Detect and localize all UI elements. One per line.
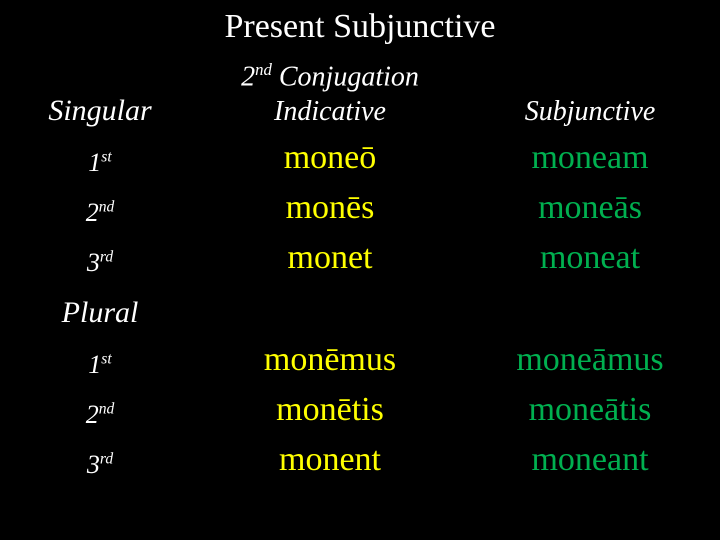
subjunctive-header: Subjunctive [460, 92, 720, 126]
pl3-subjunctive: moneant [460, 428, 720, 478]
gap-1a [0, 276, 200, 286]
conj-sup: nd [255, 60, 272, 79]
sg3-subjunctive: moneat [460, 226, 720, 276]
pl1-subjunctive: moneāmus [460, 328, 720, 378]
gap-2c [460, 286, 720, 328]
p3b-num: 3 [87, 450, 100, 479]
gap-1b [200, 276, 460, 286]
sg2-subjunctive: moneās [460, 176, 720, 226]
conj-tail: Conjugation [272, 62, 419, 93]
p3b-sup: rd [100, 450, 113, 467]
person-pl-3: 3rd [0, 428, 200, 478]
pl2-indicative: monētis [200, 378, 460, 428]
p2-num: 2 [86, 198, 99, 227]
person-sg-3: 3rd [0, 226, 200, 276]
p2-sup: nd [99, 198, 115, 215]
person-sg-1: 1st [0, 126, 200, 176]
p1b-sup: st [101, 350, 111, 367]
pl2-subjunctive: moneātis [460, 378, 720, 428]
empty-subj-top [460, 52, 720, 92]
empty-person-header [0, 52, 200, 92]
sg2-indicative: monēs [200, 176, 460, 226]
sg3-indicative: monet [200, 226, 460, 276]
indicative-header: Indicative [200, 92, 460, 126]
sg1-subjunctive: moneam [460, 126, 720, 176]
p1-num: 1 [88, 148, 101, 177]
page-title: Present Subjunctive [0, 0, 720, 52]
slide: Present Subjunctive 2nd Conjugation Sing… [0, 0, 720, 540]
pl3-indicative: monent [200, 428, 460, 478]
sg1-indicative: moneō [200, 126, 460, 176]
pl1-indicative: monēmus [200, 328, 460, 378]
plural-label: Plural [0, 286, 200, 328]
p1-sup: st [101, 148, 111, 165]
p1b-num: 1 [88, 350, 101, 379]
conjugation-header: 2nd Conjugation [200, 52, 460, 92]
gap-1c [460, 276, 720, 286]
person-pl-1: 1st [0, 328, 200, 378]
person-sg-2: 2nd [0, 176, 200, 226]
gap-2b [200, 286, 460, 328]
conj-num: 2 [241, 62, 255, 93]
conjugation-table: 2nd Conjugation Singular Indicative Subj… [0, 52, 720, 478]
p3-sup: rd [100, 248, 113, 265]
singular-label: Singular [0, 92, 200, 126]
p3-num: 3 [87, 248, 100, 277]
person-pl-2: 2nd [0, 378, 200, 428]
p2b-num: 2 [86, 400, 99, 429]
p2b-sup: nd [99, 400, 115, 417]
